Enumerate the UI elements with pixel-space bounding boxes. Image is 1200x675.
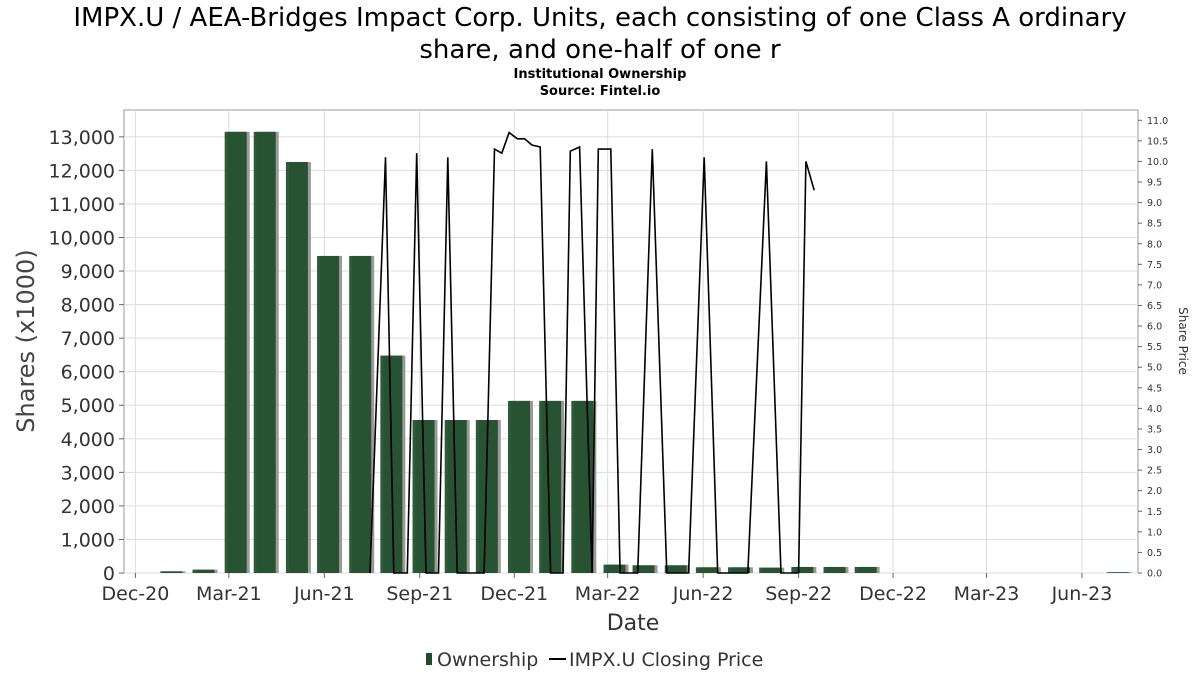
x-tick-label: Sep-21: [386, 583, 453, 605]
y2-tick-label: 1.0: [1147, 527, 1162, 538]
x-tick-label: Dec-21: [480, 583, 548, 605]
y-tick-label: 2,000: [61, 496, 115, 518]
y2-tick-label: 4.5: [1147, 383, 1162, 394]
y2-tick-label: 4.0: [1147, 404, 1162, 415]
ownership-bar: [285, 162, 308, 574]
ownership-bar: [317, 255, 340, 573]
x-axis-label: Date: [607, 611, 660, 636]
chart-title-line-2: share, and one-half of one r: [419, 35, 781, 65]
legend-ownership-swatch: [426, 653, 432, 665]
ownership-bar: [253, 131, 276, 573]
y2-tick-label: 9.0: [1147, 198, 1162, 209]
y-tick-label: 13,000: [49, 127, 115, 149]
ownership-bar: [791, 566, 814, 573]
price-line: [369, 131, 815, 574]
chart-source: Source: Fintel.io: [539, 84, 661, 99]
y2-tick-label: 2.0: [1147, 486, 1162, 497]
y-tick-label: 6,000: [61, 362, 115, 384]
y2-tick-label: 7.5: [1147, 260, 1162, 271]
ownership-bar: [508, 400, 531, 573]
y-tick-label: 10,000: [49, 227, 115, 249]
x-tick-label: Dec-22: [859, 583, 927, 605]
chart-subtitle: Institutional Ownership: [513, 67, 687, 82]
y2-tick-label: 10.5: [1147, 136, 1168, 147]
y2-tick-label: 1.5: [1147, 507, 1162, 518]
ownership-bar: [823, 566, 846, 573]
y-tick-label: 0: [103, 563, 115, 585]
ownership-bar: [603, 564, 626, 573]
y2-tick-label: 0.5: [1147, 548, 1162, 559]
x-tick-label: Jun-23: [1051, 583, 1113, 605]
y2-tick-label: 7.0: [1147, 280, 1162, 291]
ownership-bar: [759, 567, 782, 573]
y-axis-ticks: 0 1,000 2,000 3,000 4,000 5,000 6,000 7,000 8,00…: [49, 127, 124, 585]
ownership-bar: [664, 565, 687, 573]
y-tick-label: 8,000: [61, 295, 115, 317]
legend-ownership-label: Ownership: [437, 649, 538, 671]
y2-tick-label: 11.0: [1147, 116, 1168, 127]
ownership-bar: [160, 571, 183, 573]
y2-tick-label: 6.0: [1147, 322, 1162, 333]
y2-axis-ticks: 0.0 0.5 1.0 1.5 2.0 2.5 3.0 3.5 4.0 4.5 5.0 5.5 6.0 6…: [1138, 116, 1168, 580]
chart-title-line-1: IMPX.U / AEA-Bridges Impact Corp. Units,…: [73, 3, 1127, 33]
ownership-bar: [224, 131, 247, 573]
ownership-bar: [695, 567, 718, 573]
ownership-bar: [475, 420, 498, 573]
y2-tick-label: 9.5: [1147, 178, 1162, 189]
y2-tick-label: 5.5: [1147, 342, 1162, 353]
x-tick-label: Jun-21: [293, 583, 355, 605]
y-tick-label: 7,000: [61, 328, 115, 350]
y2-tick-label: 8.5: [1147, 219, 1162, 230]
y-axis-label: Shares (x1000): [12, 249, 40, 432]
legend: Ownership IMPX.U Closing Price: [426, 649, 763, 671]
y-tick-label: 4,000: [61, 429, 115, 451]
legend-price-label: IMPX.U Closing Price: [569, 649, 763, 671]
y2-axis-label: Share Price: [1176, 307, 1190, 375]
y2-tick-label: 2.5: [1147, 466, 1162, 477]
y-tick-label: 3,000: [61, 462, 115, 484]
y2-tick-label: 8.0: [1147, 239, 1162, 250]
y-tick-label: 1,000: [61, 529, 115, 551]
y-tick-label: 11,000: [49, 194, 115, 216]
chart-title: IMPX.U / AEA-Bridges Impact Corp. Units,…: [0, 2, 1200, 66]
y2-tick-label: 10.0: [1147, 157, 1168, 168]
ownership-bars: [160, 131, 1132, 574]
ownership-bar: [349, 255, 372, 573]
ownership-bar: [632, 565, 655, 573]
ownership-bar: [728, 567, 751, 573]
x-tick-label: Mar-23: [954, 583, 1020, 605]
y-tick-label: 12,000: [49, 160, 115, 182]
ownership-bar: [1106, 572, 1129, 573]
y-tick-label: 5,000: [61, 395, 115, 417]
x-tick-label: Dec-20: [102, 583, 170, 605]
y2-tick-label: 5.0: [1147, 363, 1162, 374]
ownership-bar: [192, 569, 215, 573]
x-tick-label: Sep-22: [765, 583, 832, 605]
y2-tick-label: 0.0: [1147, 569, 1162, 580]
x-tick-label: Jun-22: [672, 583, 734, 605]
y2-tick-label: 6.5: [1147, 301, 1162, 312]
ownership-bar: [539, 400, 562, 573]
ownership-bar: [854, 566, 877, 573]
y-tick-label: 9,000: [61, 261, 115, 283]
x-tick-label: Mar-22: [575, 583, 641, 605]
y2-tick-label: 3.5: [1147, 424, 1162, 435]
x-axis-ticks: Dec-20 Mar-21 Jun-21 Sep-21 Dec-21 Mar-22 Jun-…: [102, 573, 1113, 605]
x-tick-label: Mar-21: [196, 583, 262, 605]
y2-tick-label: 3.0: [1147, 445, 1162, 456]
